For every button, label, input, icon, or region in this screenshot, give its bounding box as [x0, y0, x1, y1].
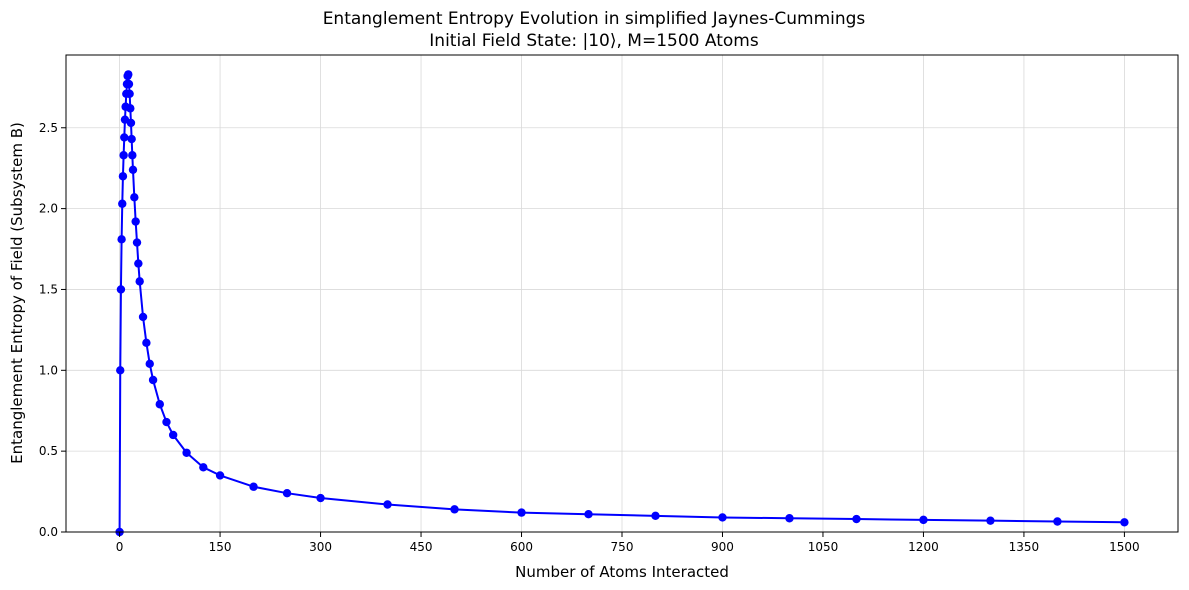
data-point: [125, 89, 134, 99]
grid: [66, 55, 1178, 533]
data-point: [128, 165, 138, 174]
data-point: [383, 500, 392, 509]
x-tick-label: 750: [611, 540, 634, 554]
data-point: [584, 510, 593, 519]
data-point: [199, 463, 208, 472]
y-axis-label: Entanglement Entropy of Field (Subsystem…: [8, 122, 26, 464]
y-tick-label: 0.5: [39, 444, 58, 458]
data-point: [127, 134, 136, 144]
data-point: [131, 217, 140, 226]
data-point: [282, 488, 292, 498]
data-point: [919, 515, 928, 525]
data-point: [316, 493, 325, 503]
data-point: [135, 277, 144, 286]
chart-subtitle: Initial Field State: |10⟩, M=1500 Atoms: [429, 31, 759, 51]
x-tick-label: 450: [410, 540, 433, 554]
data-point: [168, 430, 178, 440]
series-group: [115, 70, 1129, 537]
x-tick-label: 1350: [1009, 540, 1040, 554]
x-tick-label: 600: [510, 540, 533, 554]
data-point: [116, 285, 126, 294]
y-tick-label: 2.5: [39, 121, 58, 135]
data-point: [126, 104, 135, 113]
data-point: [138, 312, 148, 322]
y-tick-label: 0.0: [39, 525, 58, 539]
x-axis-label: Number of Atoms Interacted: [515, 563, 729, 581]
data-point: [215, 471, 225, 480]
data-point: [118, 199, 127, 208]
data-point: [128, 151, 137, 160]
data-point: [126, 118, 136, 128]
y-axis: 0.0 0.5 1.0 1.5 2.0 2.5: [39, 121, 66, 539]
x-tick-label: 1500: [1109, 540, 1140, 554]
x-tick-label: 300: [309, 540, 332, 554]
x-tick-label: 1050: [808, 540, 839, 554]
y-tick-label: 1.0: [39, 363, 58, 377]
y-tick-label: 1.5: [39, 282, 58, 296]
data-point: [116, 366, 125, 375]
data-point: [148, 375, 158, 385]
data-point: [119, 151, 128, 160]
x-tick-label: 150: [209, 540, 232, 554]
data-point: [182, 448, 191, 457]
data-point: [718, 513, 727, 522]
x-tick-label: 900: [711, 540, 734, 554]
data-point: [132, 238, 142, 247]
data-point: [249, 482, 258, 491]
data-point: [124, 79, 134, 89]
data-point: [785, 514, 794, 523]
data-point: [117, 235, 126, 244]
data-point: [130, 193, 139, 202]
x-tick-label: 0: [116, 540, 124, 554]
data-point: [142, 338, 151, 348]
data-point: [162, 417, 171, 427]
chart-title: Entanglement Entropy Evolution in simpli…: [323, 9, 866, 29]
data-point: [651, 511, 660, 521]
data-point: [155, 400, 164, 409]
x-axis: 0 150 300 450 600 750 900 1050 1200 1350 1500: [116, 532, 1140, 554]
data-point: [517, 508, 526, 517]
data-point: [134, 259, 143, 268]
data-point: [450, 505, 459, 514]
data-point: [120, 133, 129, 142]
data-point: [852, 514, 861, 524]
y-tick-label: 2.0: [39, 202, 58, 216]
x-tick-label: 1200: [908, 540, 939, 554]
data-point: [986, 516, 995, 525]
data-point: [1120, 518, 1129, 527]
data-point: [118, 172, 128, 181]
data-point: [145, 359, 154, 369]
data-point: [1053, 517, 1062, 526]
data-point: [124, 70, 133, 79]
